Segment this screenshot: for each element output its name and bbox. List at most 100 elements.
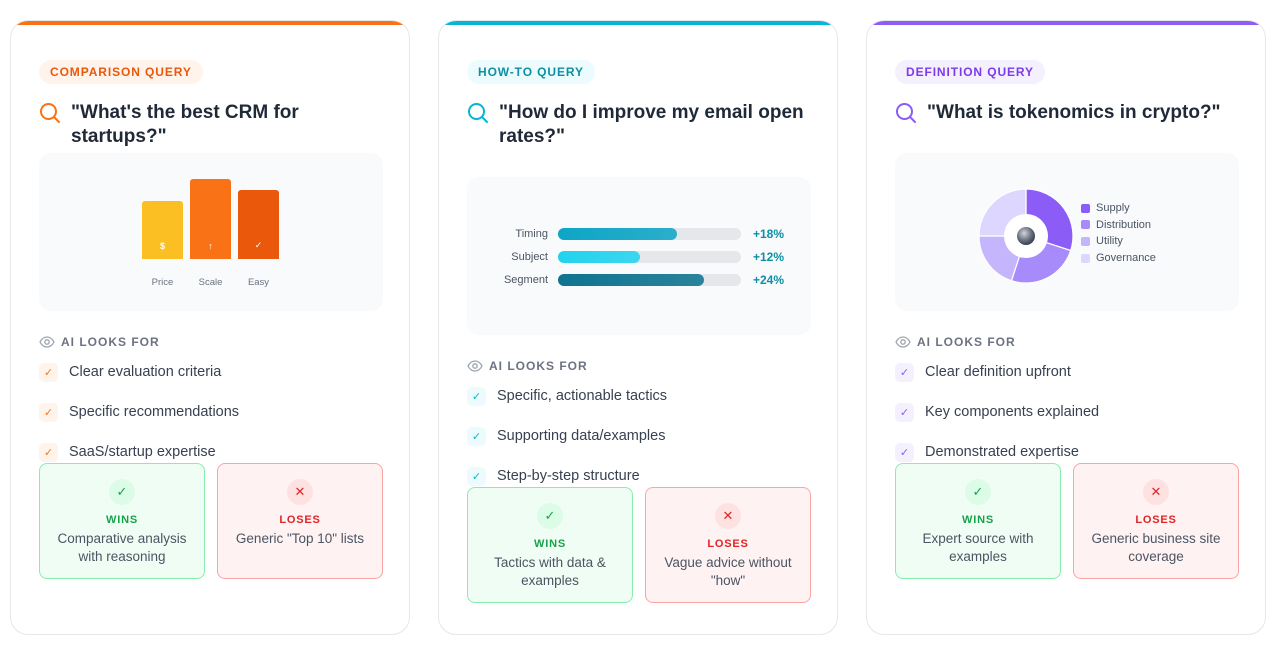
progress-track [558,251,741,263]
loses-label: LOSES [1135,514,1177,526]
search-icon [896,103,916,123]
card-accent-bar [867,21,1265,25]
progress-value: +12% [753,250,785,264]
eye-icon [467,360,483,372]
check-icon: ✓ [895,442,914,462]
progress-label: Segment [503,274,548,286]
criteria-text: Specific recommendations [69,404,240,420]
search-icon [40,103,60,123]
check-icon: ✓ [895,362,914,382]
chart-panel: Timing +18% Subject +12% Segment +24% [467,177,811,335]
check-icon: ✓ [467,386,486,406]
loses-box: ✕ LOSES Generic business site coverage [1073,463,1239,579]
check-icon: ✓ [467,466,486,486]
bar-symbol: ↑ [208,241,213,251]
loses-label: LOSES [279,514,321,526]
coin-icon [1017,227,1035,245]
check-icon: ✓ [39,442,58,462]
card-how-to-query: HOW-TO QUERY "How do I improve my email … [438,20,838,635]
loses-text: Generic "Top 10" lists [235,531,365,546]
check-icon: ✓ [109,479,135,505]
card-accent-bar [439,21,837,25]
legend-swatch [1081,203,1090,213]
criteria-text: Specific, actionable tactics [497,388,668,404]
wins-box: ✓ WINS Tactics with data & examples [467,487,633,603]
query-text: "What's the best CRM for startups?" [71,102,299,147]
wins-text: Tactics with data & examples [494,555,606,588]
progress-value: +24% [753,273,785,287]
wins-label: WINS [106,514,138,526]
criteria-text: Step-by-step structure [497,468,640,484]
criteria-text: Supporting data/examples [497,428,666,444]
section-label: AI LOOKS FOR [489,359,588,373]
legend-swatch [1081,253,1090,263]
search-icon [468,103,488,123]
bar-scale: ↑ [190,179,231,259]
bar-label: Scale [198,277,223,288]
check-icon: ✓ [39,402,58,422]
bar-symbol: ✓ [254,240,263,250]
loses-label: LOSES [707,538,749,550]
close-icon: ✕ [1143,479,1169,505]
wins-box: ✓ WINS Comparative analysis with reasoni… [39,463,205,579]
criteria-item: ✓ Specific recommendations [39,402,239,422]
card-definition-query: DEFINITION QUERY "What is tokenomics in … [866,20,1266,635]
query-text: "How do I improve my email open rates?" [499,102,804,147]
legend-item: Governance [1081,251,1156,265]
card-accent-bar [11,21,409,25]
loses-text: Generic business site coverage [1091,531,1221,564]
criteria-text: Demonstrated expertise [925,444,1079,460]
loses-box: ✕ LOSES Generic "Top 10" lists [217,463,383,579]
eye-icon [895,336,911,348]
wins-text: Comparative analysis with reasoning [57,531,187,564]
section-label: AI LOOKS FOR [917,335,1016,349]
query-text: "What is tokenomics in crypto?" [927,102,1221,123]
criteria-text: Clear definition upfront [925,364,1071,380]
progress-track [558,274,741,286]
wins-text: Expert source with examples [922,531,1034,564]
criteria-item: ✓ Clear definition upfront [895,362,1099,382]
ai-looks-for-section: AI LOOKS FOR ✓ Clear evaluation criteria … [39,334,239,462]
criteria-item: ✓ Key components explained [895,402,1099,422]
legend-item: Supply [1081,201,1156,215]
progress-label: Timing [515,228,548,240]
legend-text: Governance [1096,252,1156,265]
wins-box: ✓ WINS Expert source with examples [895,463,1061,579]
bar-label: Price [151,277,174,288]
progress-row-segment: Segment +24% [467,273,811,287]
bar-symbol: $ [159,241,165,251]
legend-text: Supply [1096,202,1130,214]
criteria-item: ✓ SaaS/startup expertise [39,442,239,462]
loses-text: Vague advice without "how" [664,555,792,588]
criteria-item: ✓ Demonstrated expertise [895,442,1099,462]
card-comparison-query: COMPARISON QUERY "What's the best CRM fo… [10,20,410,635]
loses-box: ✕ LOSES Vague advice without "how" [645,487,811,603]
query-type-badge: HOW-TO QUERY [467,60,595,84]
bar-price: $ [142,201,183,259]
legend-text: Utility [1096,235,1123,248]
progress-label: Subject [511,251,548,263]
progress-fill [558,251,641,263]
bar-easy: ✓ [238,190,279,259]
bar-label: Easy [247,277,270,288]
legend-item: Distribution [1081,218,1156,232]
progress-row-timing: Timing +18% [467,227,811,241]
criteria-item: ✓ Specific, actionable tactics [467,386,667,406]
section-label: AI LOOKS FOR [61,335,160,349]
close-icon: ✕ [287,479,313,505]
chart-panel: $ ↑ ✓ Price Scale Easy [39,153,383,311]
bar-chart: $ ↑ ✓ Price Scale Easy [142,179,282,288]
criteria-text: SaaS/startup expertise [69,444,216,460]
progress-track [558,228,741,240]
criteria-text: Clear evaluation criteria [69,364,222,380]
progress-row-subject: Subject +12% [467,250,811,264]
check-icon: ✓ [467,426,486,446]
check-icon: ✓ [537,503,563,529]
criteria-item: ✓ Clear evaluation criteria [39,362,239,382]
chart-legend: Supply Distribution Utility Governance [1081,201,1156,268]
donut-chart [978,188,1074,284]
legend-item: Utility [1081,234,1156,248]
wins-label: WINS [962,514,994,526]
legend-text: Distribution [1096,218,1152,231]
chart-panel: Supply Distribution Utility Governance [895,153,1239,311]
